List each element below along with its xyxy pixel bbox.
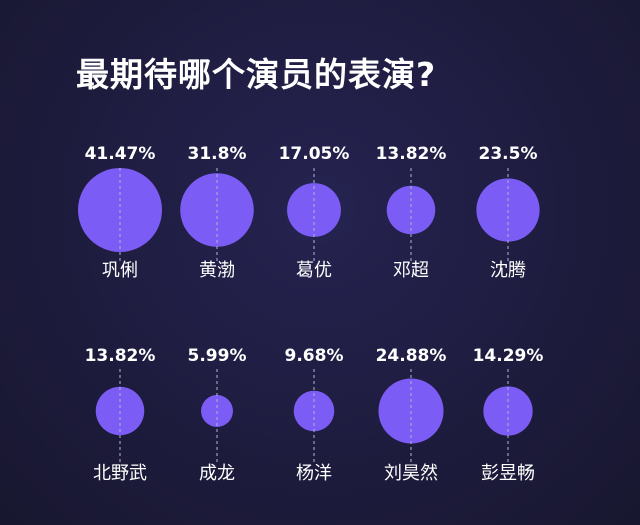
value-label-item-10: 14.29% (473, 346, 544, 366)
value-label-item-1: 41.47% (85, 144, 156, 164)
category-label-item-5: 沈腾 (490, 260, 526, 281)
value-label-item-3: 17.05% (279, 144, 350, 164)
value-label-item-5: 23.5% (479, 144, 538, 164)
category-label-item-1: 巩俐 (102, 260, 138, 281)
value-label-item-7: 5.99% (188, 346, 247, 366)
category-label-item-7: 成龙 (199, 463, 235, 484)
category-label-item-2: 黄渤 (199, 260, 235, 281)
value-label-item-4: 13.82% (376, 144, 447, 164)
value-label-item-2: 31.8% (188, 144, 247, 164)
value-label-item-8: 9.68% (285, 346, 344, 366)
category-label-item-3: 葛优 (296, 260, 332, 281)
category-label-item-8: 杨洋 (296, 463, 332, 484)
category-label-item-10: 彭昱畅 (481, 463, 535, 484)
category-label-item-9: 刘昊然 (384, 463, 438, 484)
value-label-item-6: 13.82% (85, 346, 156, 366)
value-label-item-9: 24.88% (376, 346, 447, 366)
category-label-item-6: 北野武 (93, 463, 147, 484)
chart-title: 最期待哪个演员的表演? (76, 55, 437, 94)
category-label-item-4: 邓超 (393, 260, 429, 281)
